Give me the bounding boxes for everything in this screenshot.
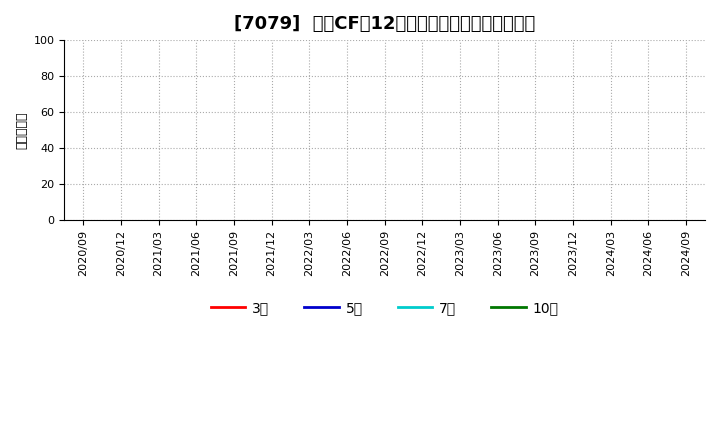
Legend: 3年, 5年, 7年, 10年: 3年, 5年, 7年, 10年 bbox=[205, 296, 564, 321]
Title: [7079]  投資CFの12か月移動合計の平均値の推移: [7079] 投資CFの12か月移動合計の平均値の推移 bbox=[234, 15, 535, 33]
Y-axis label: （百万円）: （百万円） bbox=[15, 111, 28, 149]
